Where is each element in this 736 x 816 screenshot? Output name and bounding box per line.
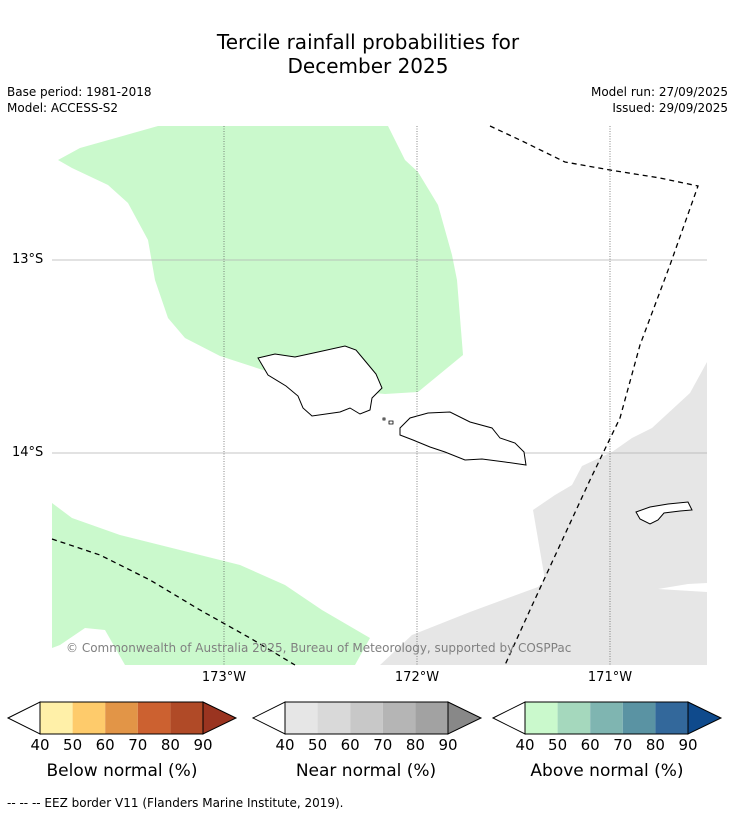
apolima-islet <box>382 417 386 421</box>
lat-label-14s: 14°S <box>12 445 44 460</box>
above-tick-90: 90 <box>678 736 698 754</box>
above-bin-4 <box>622 702 656 734</box>
below-underflow-triangle <box>6 701 41 735</box>
upolu-island <box>399 411 527 466</box>
below-tick-60: 60 <box>95 736 115 754</box>
near-bin-4 <box>382 702 416 734</box>
above-normal-region-south <box>52 503 370 665</box>
meta-left: Base period: 1981-2018 Model: ACCESS-S2 <box>7 84 152 116</box>
near-tick-90: 90 <box>438 736 458 754</box>
above-tick-40: 40 <box>515 736 535 754</box>
near-tick-80: 80 <box>405 736 425 754</box>
below-tick-50: 50 <box>63 736 83 754</box>
below-normal-label: Below normal (%) <box>46 761 198 781</box>
copyright-text: © Commonwealth of Australia 2025, Bureau… <box>66 641 572 655</box>
below-tick-70: 70 <box>128 736 148 754</box>
above-overflow-triangle <box>687 701 723 735</box>
base-period: Base period: 1981-2018 <box>7 85 152 99</box>
above-underflow-triangle <box>491 701 526 735</box>
near-tick-40: 40 <box>275 736 295 754</box>
eez-footnote: -- -- -- EEZ border V11 (Flanders Marine… <box>7 796 344 810</box>
tutuila-island <box>635 501 693 525</box>
below-overflow-triangle <box>202 701 238 735</box>
below-bin-2 <box>72 702 106 734</box>
savaii-island <box>257 345 383 417</box>
near-normal-region <box>380 362 707 665</box>
near-bin-1 <box>285 702 318 734</box>
below-tick-90: 90 <box>193 736 213 754</box>
near-tick-50: 50 <box>308 736 328 754</box>
model-run: Model run: 27/09/2025 <box>590 85 728 99</box>
title-line-1: Tercile rainfall probabilities for <box>216 30 520 54</box>
below-bin-5 <box>170 702 203 734</box>
above-tick-50: 50 <box>548 736 568 754</box>
below-tick-40: 40 <box>30 736 50 754</box>
below-bin-3 <box>105 702 138 734</box>
colorbar-near <box>251 701 483 735</box>
above-normal-label: Above normal (%) <box>530 761 684 781</box>
near-bin-3 <box>350 702 383 734</box>
above-tick-70: 70 <box>613 736 633 754</box>
above-tick-80: 80 <box>645 736 665 754</box>
above-bin-1 <box>525 702 558 734</box>
chart-title: Tercile rainfall probabilities for Decem… <box>0 30 736 78</box>
model-name: Model: ACCESS-S2 <box>7 101 119 115</box>
above-bin-2 <box>557 702 591 734</box>
lat-label-13s: 13°S <box>12 252 44 267</box>
near-tick-70: 70 <box>373 736 393 754</box>
title-line-2: December 2025 <box>287 54 449 78</box>
near-normal-label: Near normal (%) <box>295 761 437 781</box>
below-bar-outline <box>39 701 204 735</box>
near-tick-60: 60 <box>340 736 360 754</box>
below-bin-1 <box>40 702 73 734</box>
lon-label-172w: 172°W <box>394 670 440 685</box>
above-tick-60: 60 <box>580 736 600 754</box>
near-bin-2 <box>317 702 351 734</box>
colorbar-below <box>6 701 238 735</box>
eez-border-north <box>489 125 699 666</box>
above-bin-5 <box>655 702 688 734</box>
near-bar-outline <box>284 701 449 735</box>
above-bin-3 <box>590 702 623 734</box>
colorbar-above <box>491 701 723 735</box>
near-underflow-triangle <box>251 701 286 735</box>
above-bar-outline <box>524 701 689 735</box>
near-bin-5 <box>415 702 448 734</box>
lon-label-173w: 173°W <box>201 670 247 685</box>
issued-date: Issued: 29/09/2025 <box>612 101 728 115</box>
meta-right: Model run: 27/09/2025 Issued: 29/09/2025 <box>591 84 728 116</box>
below-tick-80: 80 <box>160 736 180 754</box>
eez-border-south <box>51 538 296 666</box>
manono-islet <box>388 420 394 425</box>
lon-label-171w: 171°W <box>587 670 633 685</box>
near-overflow-triangle <box>447 701 483 735</box>
below-bin-4 <box>137 702 171 734</box>
